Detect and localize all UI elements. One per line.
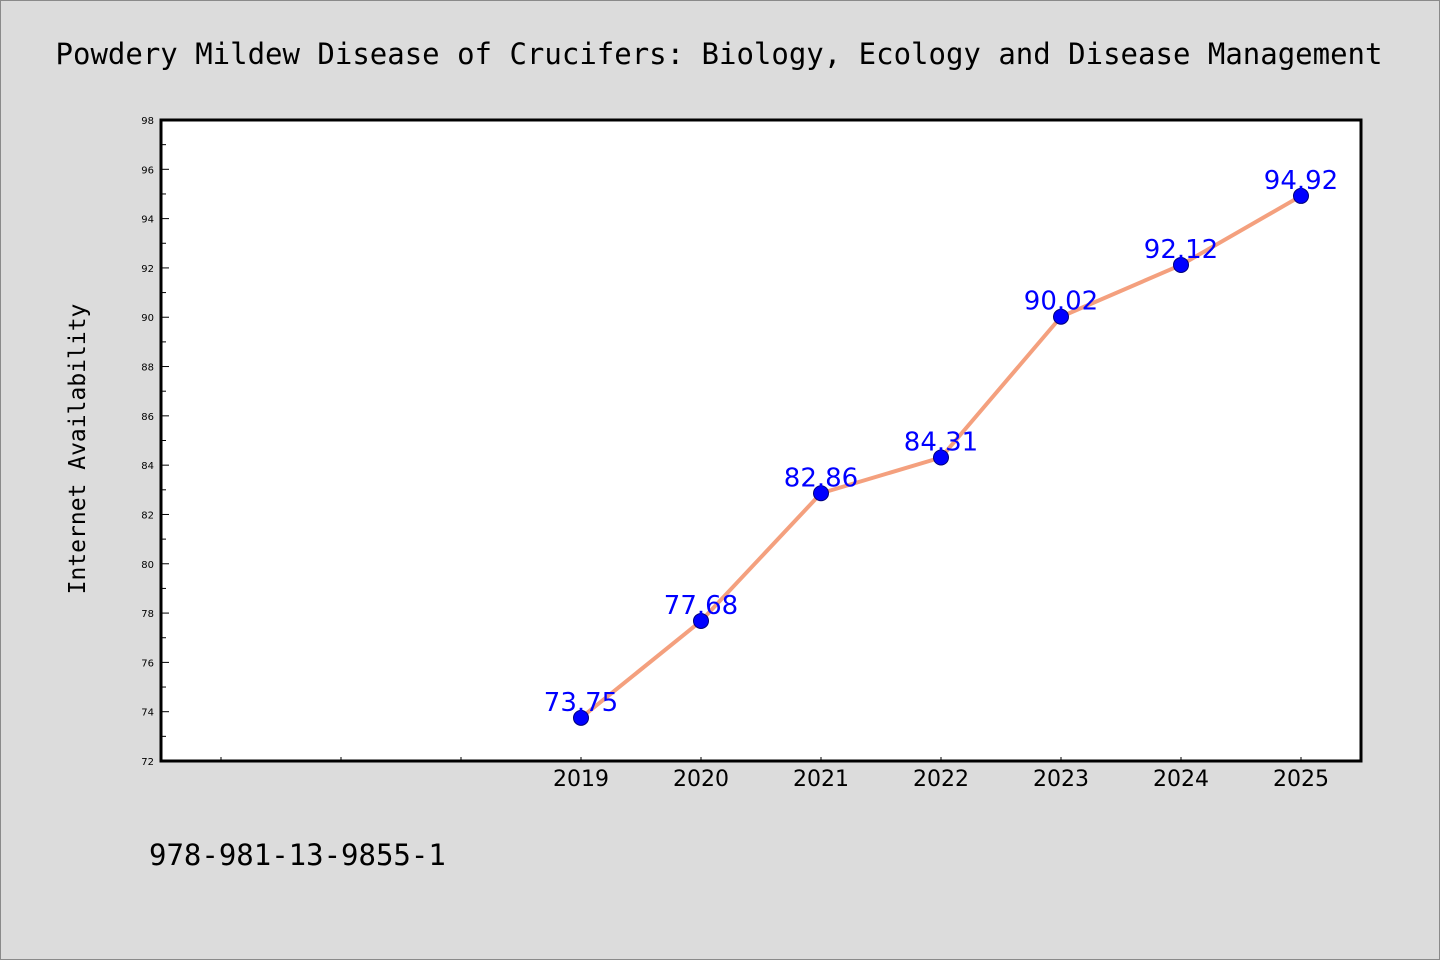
data-point <box>693 612 709 629</box>
data-label: 82.86 <box>784 463 858 493</box>
x-axis: 2019 2020 2021 2022 2023 2024 2025 <box>220 757 1329 792</box>
x-tick-label: 2025 <box>1273 767 1329 792</box>
y-tick-label: 74 <box>141 708 154 719</box>
data-point <box>1293 187 1309 204</box>
y-tick-label: 78 <box>141 609 154 620</box>
data-label: 94.92 <box>1264 166 1338 196</box>
x-tick-label: 2024 <box>1153 767 1209 792</box>
data-label: 77.68 <box>664 591 738 621</box>
data-point <box>933 449 949 466</box>
data-point <box>813 485 829 502</box>
x-tick-label: 2021 <box>793 767 849 792</box>
y-tick-label: 82 <box>141 510 154 521</box>
data-point <box>1053 308 1069 325</box>
y-tick-label: 96 <box>141 165 154 176</box>
x-tick-label: 2023 <box>1033 767 1089 792</box>
data-label: 84.31 <box>904 428 978 458</box>
x-tick-label: 2019 <box>553 767 609 792</box>
y-tick-label: 88 <box>141 363 154 374</box>
x-tick-label: 2022 <box>913 767 969 792</box>
y-tick-label: 98 <box>141 116 154 127</box>
isbn-footer: 978-981-13-9855-1 <box>149 838 446 872</box>
y-tick-label: 76 <box>141 658 154 669</box>
x-tick-label: 2020 <box>673 767 729 792</box>
data-label: 73.75 <box>544 688 618 718</box>
y-tick-label: 92 <box>141 264 154 275</box>
chart-title: Powdery Mildew Disease of Crucifers: Bio… <box>56 37 1383 71</box>
data-label: 90.02 <box>1024 287 1098 317</box>
y-tick-label: 84 <box>141 461 154 472</box>
series-layer: 73.75 77.68 82.86 84.31 90.02 92.12 94.92 <box>544 166 1338 726</box>
y-tick-label: 86 <box>141 412 154 423</box>
y-tick-label: 90 <box>141 313 154 324</box>
y-axis: 72 74 76 78 80 82 84 86 88 90 92 94 96 98 <box>141 116 169 768</box>
y-tick-label: 94 <box>141 215 154 226</box>
data-label: 92.12 <box>1144 235 1218 265</box>
data-point <box>1173 256 1189 273</box>
plot-border <box>159 118 1363 763</box>
data-point <box>573 709 589 726</box>
plot-area <box>161 120 1361 761</box>
y-tick-label: 72 <box>141 757 154 768</box>
y-axis-label: Internet Availability <box>65 304 91 595</box>
y-tick-label: 80 <box>141 560 154 571</box>
